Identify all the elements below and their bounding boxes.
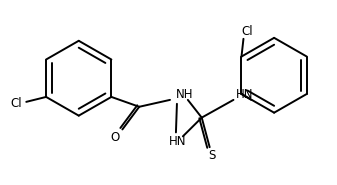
Text: Cl: Cl [242, 25, 253, 38]
Text: HN: HN [236, 88, 253, 101]
Text: S: S [208, 149, 215, 162]
Text: O: O [111, 131, 120, 144]
Text: Cl: Cl [10, 97, 22, 110]
Text: HN: HN [169, 135, 186, 148]
Text: NH: NH [176, 88, 193, 101]
